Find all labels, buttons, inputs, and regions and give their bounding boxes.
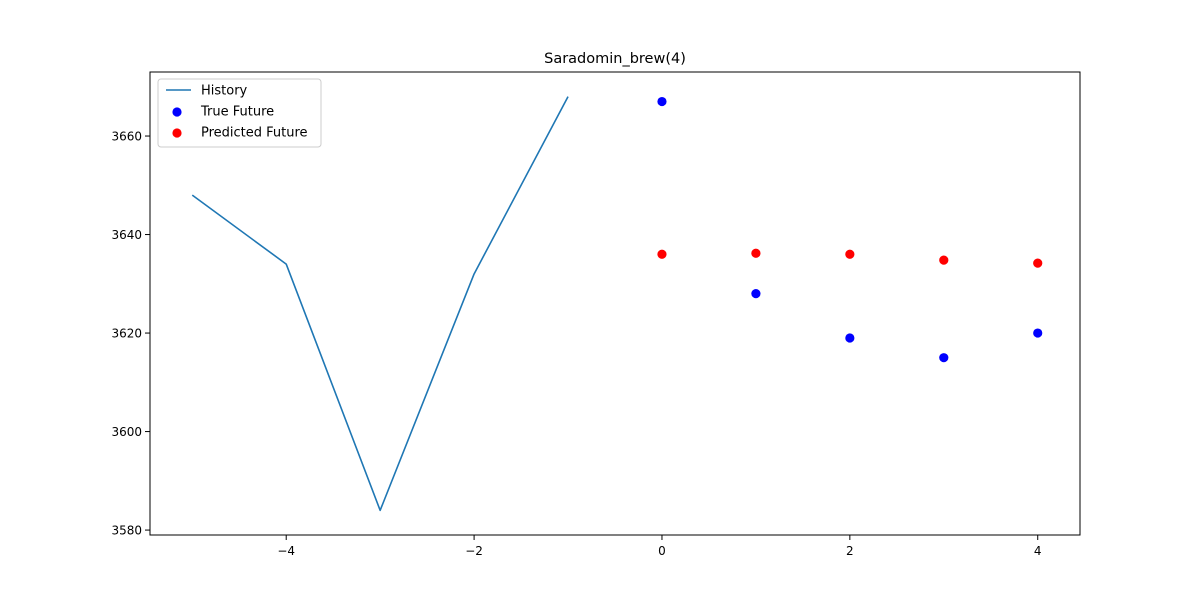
legend: History True Future Predicted Future xyxy=(157,78,322,148)
y-axis: 3580 3600 3620 3640 3660 xyxy=(111,130,150,538)
data-point-predicted-future xyxy=(939,255,949,265)
legend-label-history: History xyxy=(201,84,248,99)
legend-label-true-future: True Future xyxy=(200,105,274,120)
x-tick-label: 0 xyxy=(658,544,666,558)
legend-swatch-true-future xyxy=(172,107,182,117)
x-tick-label: 2 xyxy=(846,544,854,558)
y-tick-label: 3660 xyxy=(111,130,142,144)
chart-title: Saradomin_brew(4) xyxy=(544,51,686,67)
data-point-predicted-future xyxy=(845,249,855,259)
data-point-predicted-future xyxy=(751,248,761,258)
x-tick-label: −4 xyxy=(277,544,295,558)
y-tick-label: 3640 xyxy=(111,228,142,242)
y-tick-label: 3580 xyxy=(111,524,142,538)
y-tick-label: 3600 xyxy=(111,425,142,439)
series-line-history xyxy=(191,96,569,512)
data-point-true-future xyxy=(1033,328,1043,338)
axes-frame xyxy=(149,71,1081,536)
legend-box xyxy=(157,78,322,148)
plot-area xyxy=(149,71,1081,536)
data-point-true-future xyxy=(939,353,949,363)
data-point-true-future xyxy=(657,96,667,107)
data-point-predicted-future xyxy=(1033,258,1043,268)
legend-label-predicted-future: Predicted Future xyxy=(201,126,308,141)
x-tick-label: −2 xyxy=(465,544,483,558)
data-point-true-future xyxy=(751,289,761,299)
x-tick-label: 4 xyxy=(1034,544,1042,558)
x-axis: −4 −2 0 2 4 xyxy=(277,535,1042,558)
data-point-predicted-future xyxy=(657,249,667,259)
y-tick-label: 3620 xyxy=(111,327,142,341)
data-point-true-future xyxy=(845,333,855,343)
legend-swatch-predicted-future xyxy=(172,128,182,138)
